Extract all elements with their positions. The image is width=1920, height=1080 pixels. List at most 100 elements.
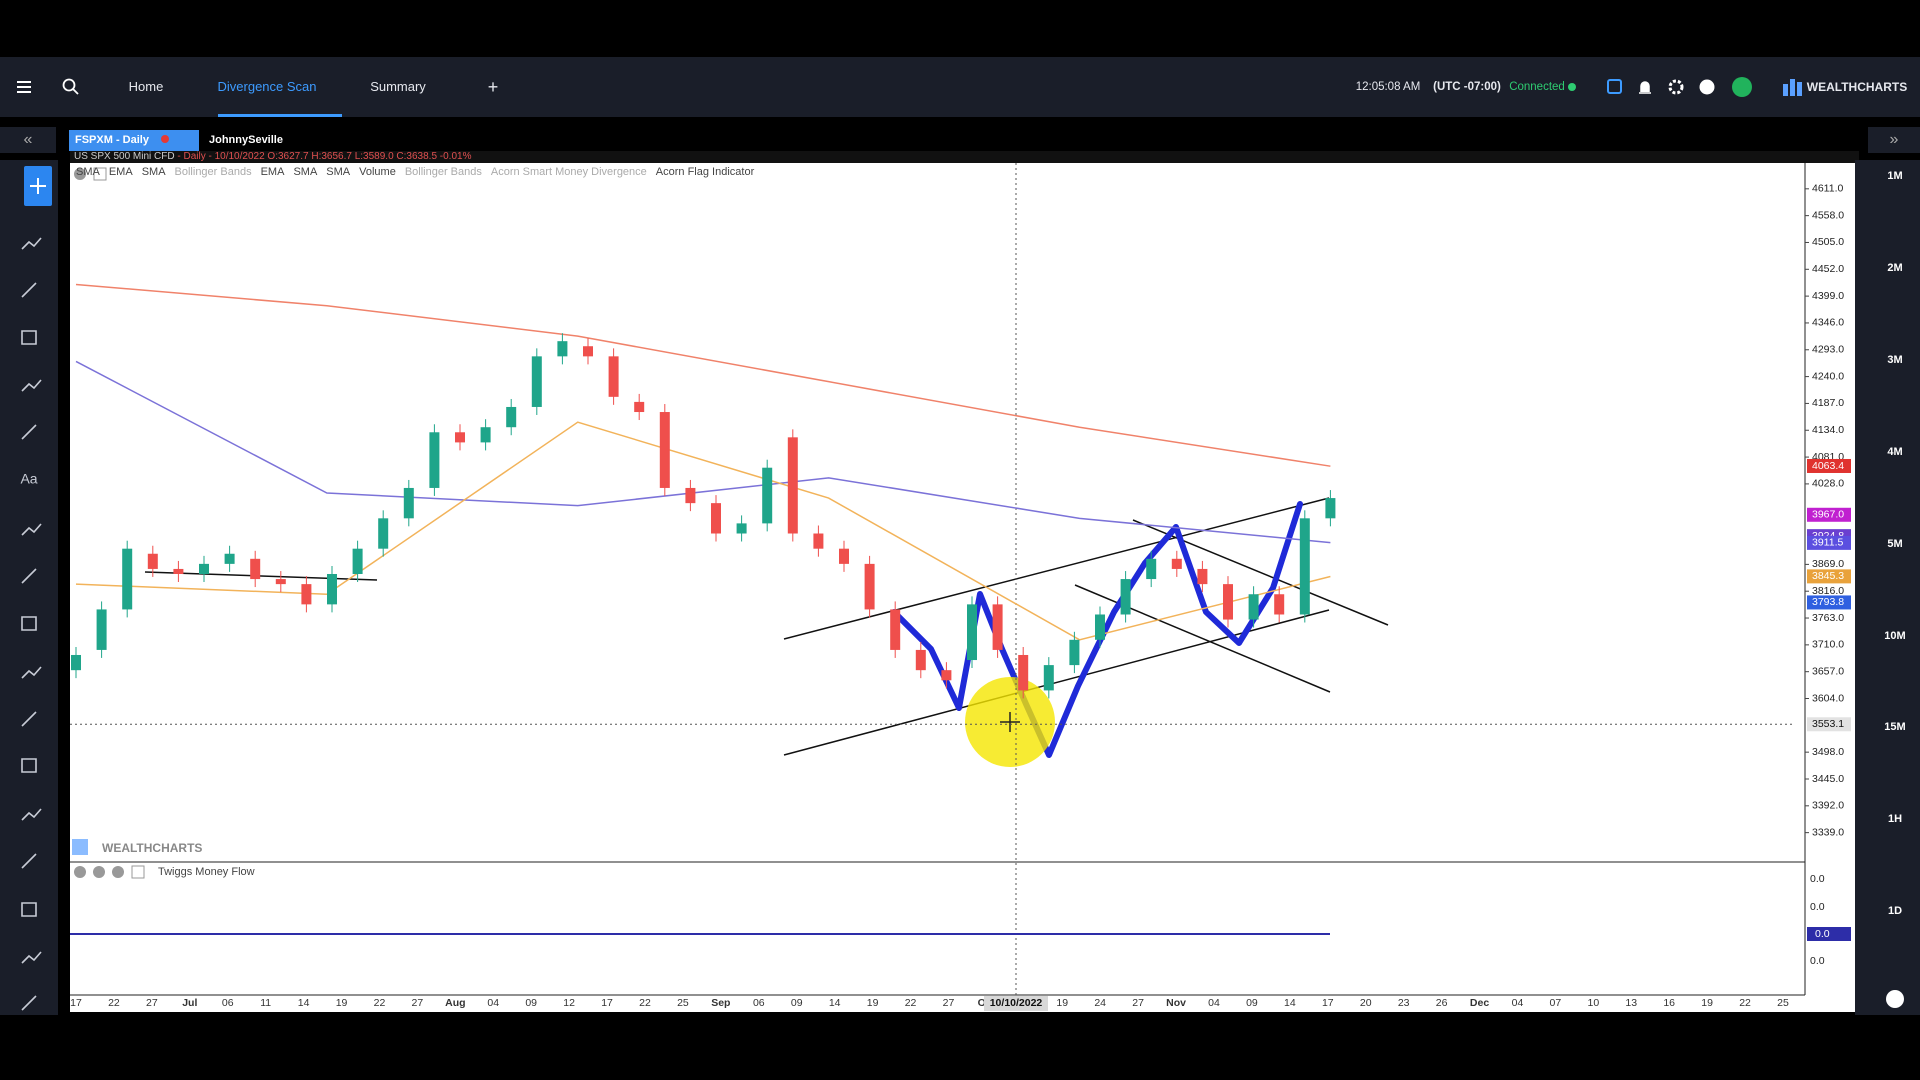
tool-icon[interactable] xyxy=(21,237,42,250)
timeframe[interactable]: 2M xyxy=(1887,262,1902,274)
x-tick-label: 13 xyxy=(1625,997,1637,1009)
candle-body xyxy=(1197,568,1208,585)
tool-icon[interactable] xyxy=(21,523,42,536)
profile-icon[interactable] xyxy=(1732,77,1752,97)
add-icon xyxy=(30,178,46,194)
watermark-logo xyxy=(72,839,88,855)
collapse-left[interactable]: « xyxy=(0,127,56,153)
y-tick-label: 4028.0 xyxy=(1812,478,1844,490)
indicator[interactable]: Volume xyxy=(359,166,396,178)
x-tick-label: 16 xyxy=(1663,997,1675,1009)
chart-info: US SPX 500 Mini CFD - Daily - 10/10/2022… xyxy=(70,151,1859,163)
tool-icon[interactable] xyxy=(21,902,37,917)
candle-body xyxy=(455,432,465,443)
bell-icon[interactable] xyxy=(1639,81,1651,94)
indicator[interactable]: Bollinger Bands xyxy=(404,166,482,178)
tool-icon[interactable] xyxy=(21,995,37,1011)
candle-body xyxy=(531,356,542,407)
tool-icon[interactable] xyxy=(21,379,42,392)
brand: WEALTHCHARTS xyxy=(1806,80,1908,94)
lower-badge-label: 0.0 xyxy=(1815,928,1830,940)
add-tab[interactable]: + xyxy=(487,77,499,97)
x-tick-label: 04 xyxy=(1208,997,1220,1009)
y-tick-label: 4187.0 xyxy=(1812,397,1844,409)
indicator[interactable]: SMA xyxy=(293,166,318,178)
indicator[interactable]: SMA xyxy=(141,166,166,178)
candle-body xyxy=(1095,614,1105,640)
tool-icon[interactable] xyxy=(21,282,37,298)
tool-icon[interactable] xyxy=(21,951,42,964)
price-badge-label: 4063.4 xyxy=(1812,460,1844,472)
candle-body xyxy=(1146,558,1157,580)
chat-icon[interactable] xyxy=(1886,990,1904,1008)
tab-active[interactable]: FSPXM - Daily xyxy=(69,130,199,151)
x-tick-label: 19 xyxy=(1056,997,1068,1009)
candle-body xyxy=(122,548,133,610)
nav-home[interactable]: Home xyxy=(128,79,164,94)
indicator[interactable]: Acorn Flag Indicator xyxy=(655,166,755,178)
timezone[interactable]: (UTC -07:00) xyxy=(1433,81,1501,93)
y-tick-label: 4240.0 xyxy=(1812,370,1844,382)
tool-icon[interactable] xyxy=(21,568,37,584)
indicator[interactable]: Bollinger Bands xyxy=(174,166,252,178)
timeframe[interactable]: 5M xyxy=(1887,538,1902,550)
indicator[interactable]: SMA xyxy=(326,166,351,178)
y-tick-label: 4399.0 xyxy=(1812,290,1844,302)
timeframe[interactable]: 4M xyxy=(1887,446,1902,458)
nav-summary[interactable]: Summary xyxy=(370,79,426,94)
search-icon[interactable] xyxy=(61,77,81,97)
x-tick-label: 27 xyxy=(943,997,955,1009)
x-tick-label: Jul xyxy=(182,997,197,1009)
candle-body xyxy=(557,341,568,357)
tool-text[interactable]: Aa xyxy=(20,471,37,487)
timeframe[interactable]: 1D xyxy=(1888,905,1902,917)
candle-body xyxy=(1120,579,1131,615)
x-tick-label: 17 xyxy=(1322,997,1334,1009)
candle-body xyxy=(813,533,824,549)
tool-icon[interactable] xyxy=(21,424,37,440)
candle-body xyxy=(992,604,1003,650)
candle-body xyxy=(1171,558,1182,569)
indicator[interactable]: EMA xyxy=(108,166,133,178)
tool-icon[interactable] xyxy=(21,808,42,821)
tab-user[interactable]: JohnnySeville xyxy=(209,134,283,146)
candle-body xyxy=(941,670,952,681)
tool-icon[interactable] xyxy=(21,330,37,345)
timeframe[interactable]: 1H xyxy=(1888,813,1902,825)
indicator[interactable]: EMA xyxy=(260,166,285,178)
timeframe[interactable]: 10M xyxy=(1884,630,1905,642)
nav-divergence-scan[interactable]: Divergence Scan xyxy=(217,79,317,94)
x-tick-label: 27 xyxy=(412,997,424,1009)
crosshair-date-badge xyxy=(984,996,1048,1011)
save-icon[interactable] xyxy=(1607,79,1622,94)
tool-icon[interactable] xyxy=(21,758,37,773)
tool-icon[interactable] xyxy=(21,666,42,679)
indicator[interactable]: Acorn Smart Money Divergence xyxy=(490,166,647,178)
candle-body xyxy=(71,654,81,671)
x-tick-label: 17 xyxy=(601,997,613,1009)
trend-line xyxy=(1132,519,1389,626)
x-tick-label: 10 xyxy=(1587,997,1599,1009)
candle-body xyxy=(583,346,593,357)
left-toolbar xyxy=(0,160,58,1015)
tool-icon[interactable] xyxy=(21,853,37,869)
indicator[interactable]: SMA xyxy=(76,166,100,178)
settings-icon[interactable] xyxy=(1668,79,1684,95)
timeframe[interactable]: 3M xyxy=(1887,354,1902,366)
candle-body xyxy=(915,649,926,671)
tool-icons: Aa xyxy=(20,237,42,1011)
x-tick-label: 09 xyxy=(525,997,537,1009)
lower-badge xyxy=(1807,927,1851,941)
candle-body xyxy=(1325,498,1336,519)
candle-body xyxy=(275,579,286,585)
chart-subtitle: - Daily - 10/10/2022 O:3627.7 H:3656.7 L… xyxy=(177,151,472,162)
tool-icon[interactable] xyxy=(21,711,37,727)
menu-icon[interactable] xyxy=(14,77,34,97)
timeframe[interactable]: 1M xyxy=(1887,170,1902,182)
help-icon[interactable] xyxy=(1699,79,1715,95)
tool-icon[interactable] xyxy=(21,616,37,631)
timeframe[interactable]: 15M xyxy=(1884,721,1905,733)
collapse-right[interactable]: » xyxy=(1868,127,1920,153)
x-tick-label: 09 xyxy=(791,997,803,1009)
